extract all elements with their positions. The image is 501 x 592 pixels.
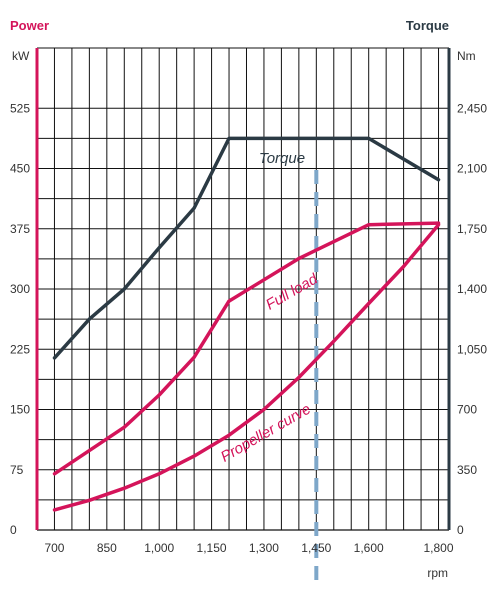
series-line-torque — [52, 136, 441, 360]
power-tick-label: 300 — [10, 282, 30, 296]
power-tick-label: 225 — [10, 342, 30, 356]
power-tick-label: 75 — [10, 463, 24, 477]
power-unit-label: kW — [12, 49, 30, 63]
power-tick-label: 525 — [10, 101, 30, 115]
rpm-tick-label: 1,450 — [301, 541, 331, 555]
torque-unit-label: Nm — [457, 49, 476, 63]
series-label-torque: Torque — [259, 150, 305, 167]
rpm-tick-label: 1,600 — [354, 541, 384, 555]
series-line-full-load — [52, 221, 441, 476]
torque-tick-label: 0 — [457, 523, 464, 537]
torque-tick-label: 2,100 — [457, 162, 487, 176]
power-tick-label: 0 — [10, 523, 17, 537]
tick-labels: 0 75 150 225 300 375 450 525 0 350 700 1,050 1,400 1,… — [10, 101, 487, 555]
torque-tick-label: 350 — [457, 463, 477, 477]
torque-tick-label: 1,050 — [457, 342, 487, 356]
series-line-propeller-curve — [52, 222, 441, 512]
rpm-tick-label: 1,150 — [197, 541, 227, 555]
torque-tick-label: 1,750 — [457, 222, 487, 236]
power-tick-label: 150 — [10, 403, 30, 417]
rpm-tick-label: 700 — [44, 541, 64, 555]
power-tick-label: 450 — [10, 162, 30, 176]
grid — [37, 47, 449, 531]
power-axis-title: Power — [10, 18, 49, 33]
power-tick-label: 375 — [10, 222, 30, 236]
torque-tick-label: 2,450 — [457, 101, 487, 115]
torque-tick-label: 1,400 — [457, 282, 487, 296]
rpm-tick-label: 1,300 — [249, 541, 279, 555]
series-lines — [52, 136, 441, 512]
torque-tick-label: 700 — [457, 403, 477, 417]
torque-axis-title: Torque — [406, 18, 449, 33]
rpm-tick-label: 1,000 — [144, 541, 174, 555]
rpm-tick-label: 850 — [97, 541, 117, 555]
rpm-tick-label: 1,800 — [424, 541, 454, 555]
x-axis-unit-label: rpm — [427, 566, 448, 580]
